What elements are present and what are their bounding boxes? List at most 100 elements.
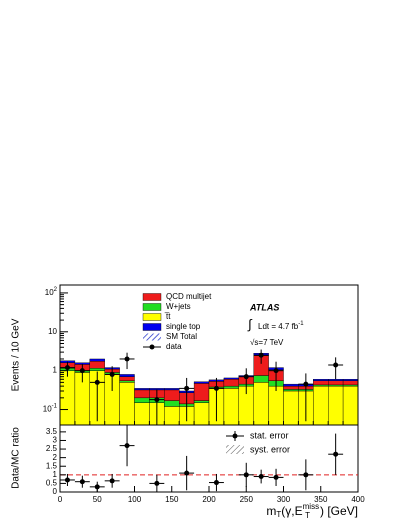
tick-base: 1 [53,366,58,375]
data-point [94,484,100,490]
experiment-label: ATLAS [249,302,279,312]
stack-segment [164,388,180,391]
legend-swatch [142,293,162,301]
y-axis-title: Events / 10 GeV [11,318,22,391]
energy-label: √s=7 TeV [250,338,284,347]
stack-segment [223,377,239,380]
legend-label: data [166,342,182,351]
stack-segment [134,388,150,391]
stack-segment [134,402,150,426]
data-point [333,451,339,457]
stack-segment [89,358,105,362]
stack-segment [193,383,210,401]
stack-segment [342,380,359,386]
x-tick-label: 300 [277,495,291,504]
stack-segment [313,385,329,426]
stack-segment [89,361,105,369]
frame [59,424,359,493]
tick-base: 10 [48,327,57,336]
data-point [109,371,115,377]
stack-segment [134,389,150,399]
stack-segment [283,383,299,387]
data-point [213,385,219,391]
legend-swatch [142,323,162,331]
x-tick-label: 50 [93,495,102,504]
tick-base: 10 [43,405,52,414]
legend-swatch [143,333,161,341]
stack-segment [283,390,299,426]
legend-label: W+jets [166,302,191,311]
data-point [79,479,85,485]
data-point [154,397,160,403]
stack-segment [89,368,105,371]
stack-segment [193,400,210,403]
stack-segment [164,406,180,426]
y-tick-label: 2 [53,453,58,462]
stack-segment [119,382,135,426]
stack-segment [328,380,344,386]
integral-sign: ∫ [247,316,253,331]
stack-segment [223,379,239,387]
data-point [184,470,190,476]
data-point [94,379,100,385]
legend-label: syst. error [250,444,290,454]
data-point [243,472,249,478]
stack-segment [164,389,180,401]
stack-segment [313,380,329,386]
lumi-label: Ldt = 4.7 fb-1 [258,321,304,332]
stack-segment [223,388,239,426]
stack-segment [193,381,210,384]
legend-label: QCD multijet [166,292,212,301]
data-point [64,477,70,483]
tick-power: 2 [54,287,58,293]
stack-segment [342,379,359,381]
data-point [273,474,279,480]
y-tick-label: 2.5 [46,444,58,453]
stack-segment [193,402,210,426]
y-tick-label: 3 [53,436,58,445]
stack-segment [313,379,329,381]
data-point [64,365,70,371]
y-tick-label: 0.5 [46,479,58,488]
stack-segment [328,385,344,426]
y-tick-label: 1 [53,470,58,479]
stack-segment [119,380,135,383]
data-point [154,480,160,486]
legend-swatch [142,303,162,311]
x-title-part: T [305,511,310,520]
x-tick-label: 350 [314,495,328,504]
data-point [124,443,130,449]
data-point [303,381,309,387]
data-point [109,478,115,484]
data-point [243,374,249,380]
legend-label: t̅t [164,312,171,321]
legend-label: SM Total [166,332,197,341]
y-tick-label: 0 [53,487,58,496]
x-axis-title: mT(γ,Emiss T) [GeV] [266,502,358,520]
y-tick-label: 3.5 [46,427,58,436]
data-point [213,480,219,486]
data-point [184,385,190,391]
stack-segment [164,400,180,407]
data-point [124,356,130,362]
lumi-power: -1 [298,321,304,327]
legend-marker [149,344,155,350]
x-tick-label: 200 [202,495,216,504]
data-point [258,352,264,358]
ratio-axis-title: Data/MC ratio [11,427,22,489]
stack-segment [268,385,284,426]
x-title-part: ) [GeV] [320,504,358,518]
x-title-part: T [276,510,281,519]
x-tick-label: 100 [128,495,142,504]
data-point [79,368,85,374]
data-point [303,472,309,478]
energy-text: s=7 TeV [254,338,284,347]
stack-segment [253,382,269,426]
y-tick-label: 1 [53,366,58,375]
stack-segment [134,397,150,403]
x-tick-label: 400 [351,495,365,504]
x-title-part: m [266,504,276,518]
legend-marker [232,433,238,439]
y-tick-label: 102 [45,287,58,298]
legend-label: stat. error [250,430,289,440]
